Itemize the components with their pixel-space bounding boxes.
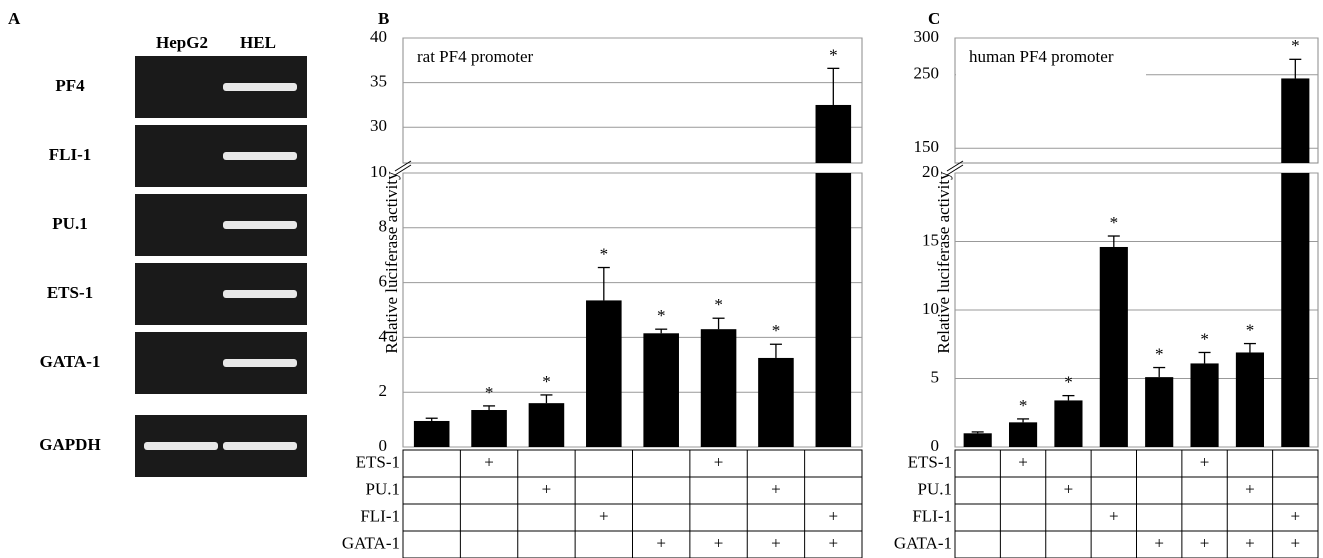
table-row-label: FLI-1 bbox=[360, 506, 400, 525]
table-row-label: FLI-1 bbox=[912, 506, 952, 525]
table-row-label: ETS-1 bbox=[356, 452, 400, 471]
gel-band bbox=[223, 442, 297, 450]
table-mark: + bbox=[1154, 533, 1164, 552]
bar bbox=[1281, 173, 1309, 447]
significance-marker: * bbox=[1019, 396, 1028, 415]
table-mark: + bbox=[829, 506, 839, 525]
panel-label: C bbox=[928, 9, 940, 28]
significance-marker: * bbox=[1246, 320, 1255, 339]
table-mark: + bbox=[771, 479, 781, 498]
axis-break-gap bbox=[391, 164, 415, 172]
chart-title: rat PF4 promoter bbox=[417, 47, 533, 66]
panel-label: A bbox=[8, 9, 21, 28]
significance-marker: * bbox=[542, 372, 551, 391]
gel-band bbox=[223, 83, 297, 91]
table-mark: + bbox=[1018, 452, 1028, 471]
gel-band bbox=[223, 152, 297, 160]
bar bbox=[816, 173, 852, 447]
table-mark: + bbox=[714, 533, 724, 552]
gel-row-label: PU.1 bbox=[52, 214, 87, 233]
y-tick-label: 300 bbox=[914, 27, 940, 46]
y-tick-label: 30 bbox=[370, 116, 387, 135]
y-tick-label: 5 bbox=[931, 367, 940, 386]
table-mark: + bbox=[1200, 533, 1210, 552]
panel-label: B bbox=[378, 9, 389, 28]
table-mark: + bbox=[1109, 506, 1119, 525]
significance-marker: * bbox=[657, 306, 666, 325]
y-tick-label: 35 bbox=[370, 72, 387, 91]
bar bbox=[414, 421, 450, 447]
table-row-label: PU.1 bbox=[918, 479, 952, 498]
bar bbox=[529, 403, 565, 447]
table-mark: + bbox=[656, 533, 666, 552]
significance-marker: * bbox=[1155, 344, 1164, 363]
significance-marker: * bbox=[1291, 36, 1300, 55]
table-row-label: GATA-1 bbox=[342, 533, 400, 552]
bar bbox=[1054, 400, 1082, 447]
bar bbox=[1145, 377, 1173, 447]
figure: AHepG2HELPF4FLI-1PU.1ETS-1GATA-1GAPDHB02… bbox=[0, 0, 1323, 558]
y-tick-label: 150 bbox=[914, 137, 940, 156]
table-mark: + bbox=[714, 452, 724, 471]
chart-title: human PF4 promoter bbox=[969, 47, 1114, 66]
y-tick-label: 40 bbox=[370, 27, 387, 46]
table-mark: + bbox=[1245, 533, 1255, 552]
significance-marker: * bbox=[829, 45, 838, 64]
table-mark: + bbox=[829, 533, 839, 552]
bar bbox=[964, 433, 992, 447]
significance-marker: * bbox=[1064, 373, 1073, 392]
gel-band bbox=[144, 442, 218, 450]
bar bbox=[1281, 78, 1309, 163]
gel-band bbox=[223, 290, 297, 298]
y-tick-label: 250 bbox=[914, 64, 940, 83]
table-mark: + bbox=[1245, 479, 1255, 498]
table-mark: + bbox=[771, 533, 781, 552]
lane-label: HepG2 bbox=[156, 33, 208, 52]
table-mark: + bbox=[1064, 479, 1074, 498]
gel-row-label: GAPDH bbox=[39, 435, 100, 454]
bar bbox=[1009, 422, 1037, 447]
significance-marker: * bbox=[600, 244, 609, 263]
lane-label: HEL bbox=[240, 33, 276, 52]
bar bbox=[1100, 247, 1128, 447]
table-mark: + bbox=[1200, 452, 1210, 471]
table-mark: + bbox=[1291, 533, 1301, 552]
significance-marker: * bbox=[1110, 213, 1119, 232]
bar bbox=[758, 358, 794, 447]
bar bbox=[586, 300, 622, 447]
table-row-label: ETS-1 bbox=[908, 452, 952, 471]
significance-marker: * bbox=[772, 321, 781, 340]
gel-band bbox=[223, 359, 297, 367]
axis-break-gap bbox=[943, 164, 967, 172]
y-axis-label: Relative luciferase activity bbox=[382, 171, 401, 354]
y-axis-label: Relative luciferase activity bbox=[934, 171, 953, 354]
table-mark: + bbox=[1291, 506, 1301, 525]
gel-row-label: FLI-1 bbox=[49, 145, 92, 164]
table-row-label: GATA-1 bbox=[894, 533, 952, 552]
bar bbox=[471, 410, 507, 447]
significance-marker: * bbox=[714, 295, 723, 314]
bar bbox=[1236, 352, 1264, 447]
gel-row-label: GATA-1 bbox=[40, 352, 101, 371]
table-row-label: PU.1 bbox=[366, 479, 400, 498]
page: AHepG2HELPF4FLI-1PU.1ETS-1GATA-1GAPDHB02… bbox=[0, 0, 1323, 558]
gel-row-label: PF4 bbox=[55, 76, 85, 95]
bar bbox=[643, 333, 679, 447]
bar bbox=[701, 329, 737, 447]
bar bbox=[816, 105, 852, 163]
table-mark: + bbox=[542, 479, 552, 498]
y-tick-label: 2 bbox=[379, 381, 388, 400]
gel-row-label: ETS-1 bbox=[47, 283, 93, 302]
gel-band bbox=[223, 221, 297, 229]
bar bbox=[1190, 363, 1218, 447]
significance-marker: * bbox=[485, 383, 494, 402]
table-mark: + bbox=[599, 506, 609, 525]
table-mark: + bbox=[484, 452, 494, 471]
significance-marker: * bbox=[1200, 329, 1209, 348]
